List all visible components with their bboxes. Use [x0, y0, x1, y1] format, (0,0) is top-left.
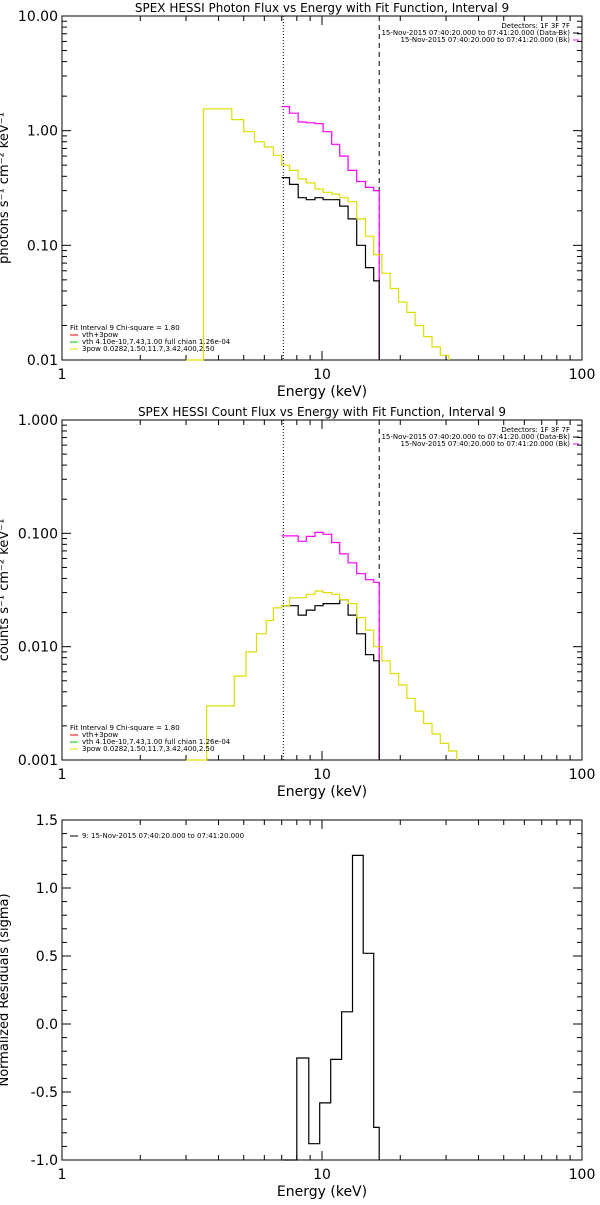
x-axis-label: Energy (keV) — [277, 384, 367, 400]
plot-frame — [61, 419, 583, 761]
legend-left-entry: Fit Interval 9 Chi-square = 1.80 — [70, 724, 180, 732]
y-tick-label: 1.5 — [36, 813, 58, 829]
y-tick-label: 1.000 — [18, 413, 58, 429]
chart-panel-3: 1 10 100 -1.0 -0.5 0.0 0.5 1.0 1.5 Energy (keV) No… — [0, 813, 595, 1200]
legend-left-entry: Fit Interval 9 Chi-square = 1.80 — [70, 324, 180, 332]
y-tick-label: 10.00 — [18, 9, 58, 25]
legend-left-entry: 3pow 0.0282,1.50,11.7,3.42,400,2.50 — [82, 745, 214, 753]
legend-right-entry: 15-Nov-2015 07:40:20.000 to 07:41:20.000… — [400, 440, 570, 448]
legend-right-entry: Detectors: 1F 3F 7F — [501, 426, 570, 434]
plot-frame — [61, 819, 583, 1161]
legend-left-entry: vth+3pow — [82, 331, 118, 339]
chart-title: SPEX HESSI Photon Flux vs Energy with Fi… — [135, 1, 509, 15]
series-line-2 — [281, 177, 380, 360]
x-tick-label: 1 — [58, 767, 67, 783]
y-tick-label: 0.010 — [18, 640, 58, 656]
chart-title: SPEX HESSI Count Flux vs Energy with Fit… — [138, 405, 506, 419]
y-tick-label: 1.0 — [36, 881, 58, 897]
plot-frame — [61, 15, 583, 361]
chart-panel-1: 1 10 100 0.01 0.10 1.00 10.00 SPEX HESSI Photon… — [0, 1, 595, 400]
series-line-2 — [281, 599, 380, 760]
x-tick-label: 1 — [58, 367, 67, 383]
legend-right-entry: Detectors: 1F 3F 7F — [501, 22, 570, 30]
x-tick-label: 10 — [313, 367, 331, 383]
y-axis-label: counts s⁻¹ cm⁻² keV⁻¹ — [0, 519, 12, 662]
series-line-1 — [283, 854, 380, 1161]
x-tick-label: 100 — [569, 1167, 596, 1183]
legend-left-entry: 9: 15-Nov-2015 07:40:20.000 to 07:41:20.… — [82, 832, 244, 840]
series-line-1 — [281, 531, 380, 760]
x-tick-label: 10 — [313, 1167, 331, 1183]
legend-left-entry: vth 4.10e-10,7.43,1.00 full chian 1.26e-… — [82, 738, 231, 746]
x-axis-label: Energy (keV) — [277, 1184, 367, 1200]
y-tick-label: 0.10 — [27, 238, 58, 254]
chart-panel-2: 1 10 100 0.001 0.010 0.100 1.000 SPEX HESSI Cou… — [0, 405, 595, 800]
y-tick-label: 0.001 — [18, 753, 58, 769]
legend-left-entry: vth+3pow — [82, 731, 118, 739]
series-line-3 — [186, 590, 458, 761]
y-tick-label: -1.0 — [31, 1153, 58, 1169]
series-line-1 — [281, 106, 380, 360]
x-tick-label: 10 — [313, 767, 331, 783]
y-tick-label: 0.01 — [27, 353, 58, 369]
series-line-3 — [186, 108, 450, 361]
legend-right-entry: 15-Nov-2015 07:40:20.000 to 07:41:20.000… — [400, 36, 570, 44]
y-tick-label: 0.0 — [36, 1017, 58, 1033]
x-tick-label: 1 — [58, 1167, 67, 1183]
x-axis-label: Energy (keV) — [277, 784, 367, 800]
x-tick-label: 100 — [569, 367, 596, 383]
y-tick-label: 0.100 — [18, 526, 58, 542]
y-tick-label: 0.5 — [36, 949, 58, 965]
legend-left-entry: vth 4.10e-10,7.43,1.00 full chian 1.26e-… — [82, 338, 231, 346]
legend-left-entry: 3pow 0.0282,1.50,11.7,3.42,400,2.50 — [82, 345, 214, 353]
legend-right-entry: 15-Nov-2015 07:40:20.000 to 07:41:20.000… — [381, 29, 570, 37]
y-axis-label: Normalized Residuals (sigma) — [0, 893, 12, 1086]
y-tick-label: 1.00 — [27, 124, 58, 140]
legend-right-entry: 15-Nov-2015 07:40:20.000 to 07:41:20.000… — [381, 433, 570, 441]
y-tick-label: -0.5 — [31, 1085, 58, 1101]
x-tick-label: 100 — [569, 767, 596, 783]
y-axis-label: photons s⁻¹ cm⁻² keV⁻¹ — [0, 112, 12, 264]
